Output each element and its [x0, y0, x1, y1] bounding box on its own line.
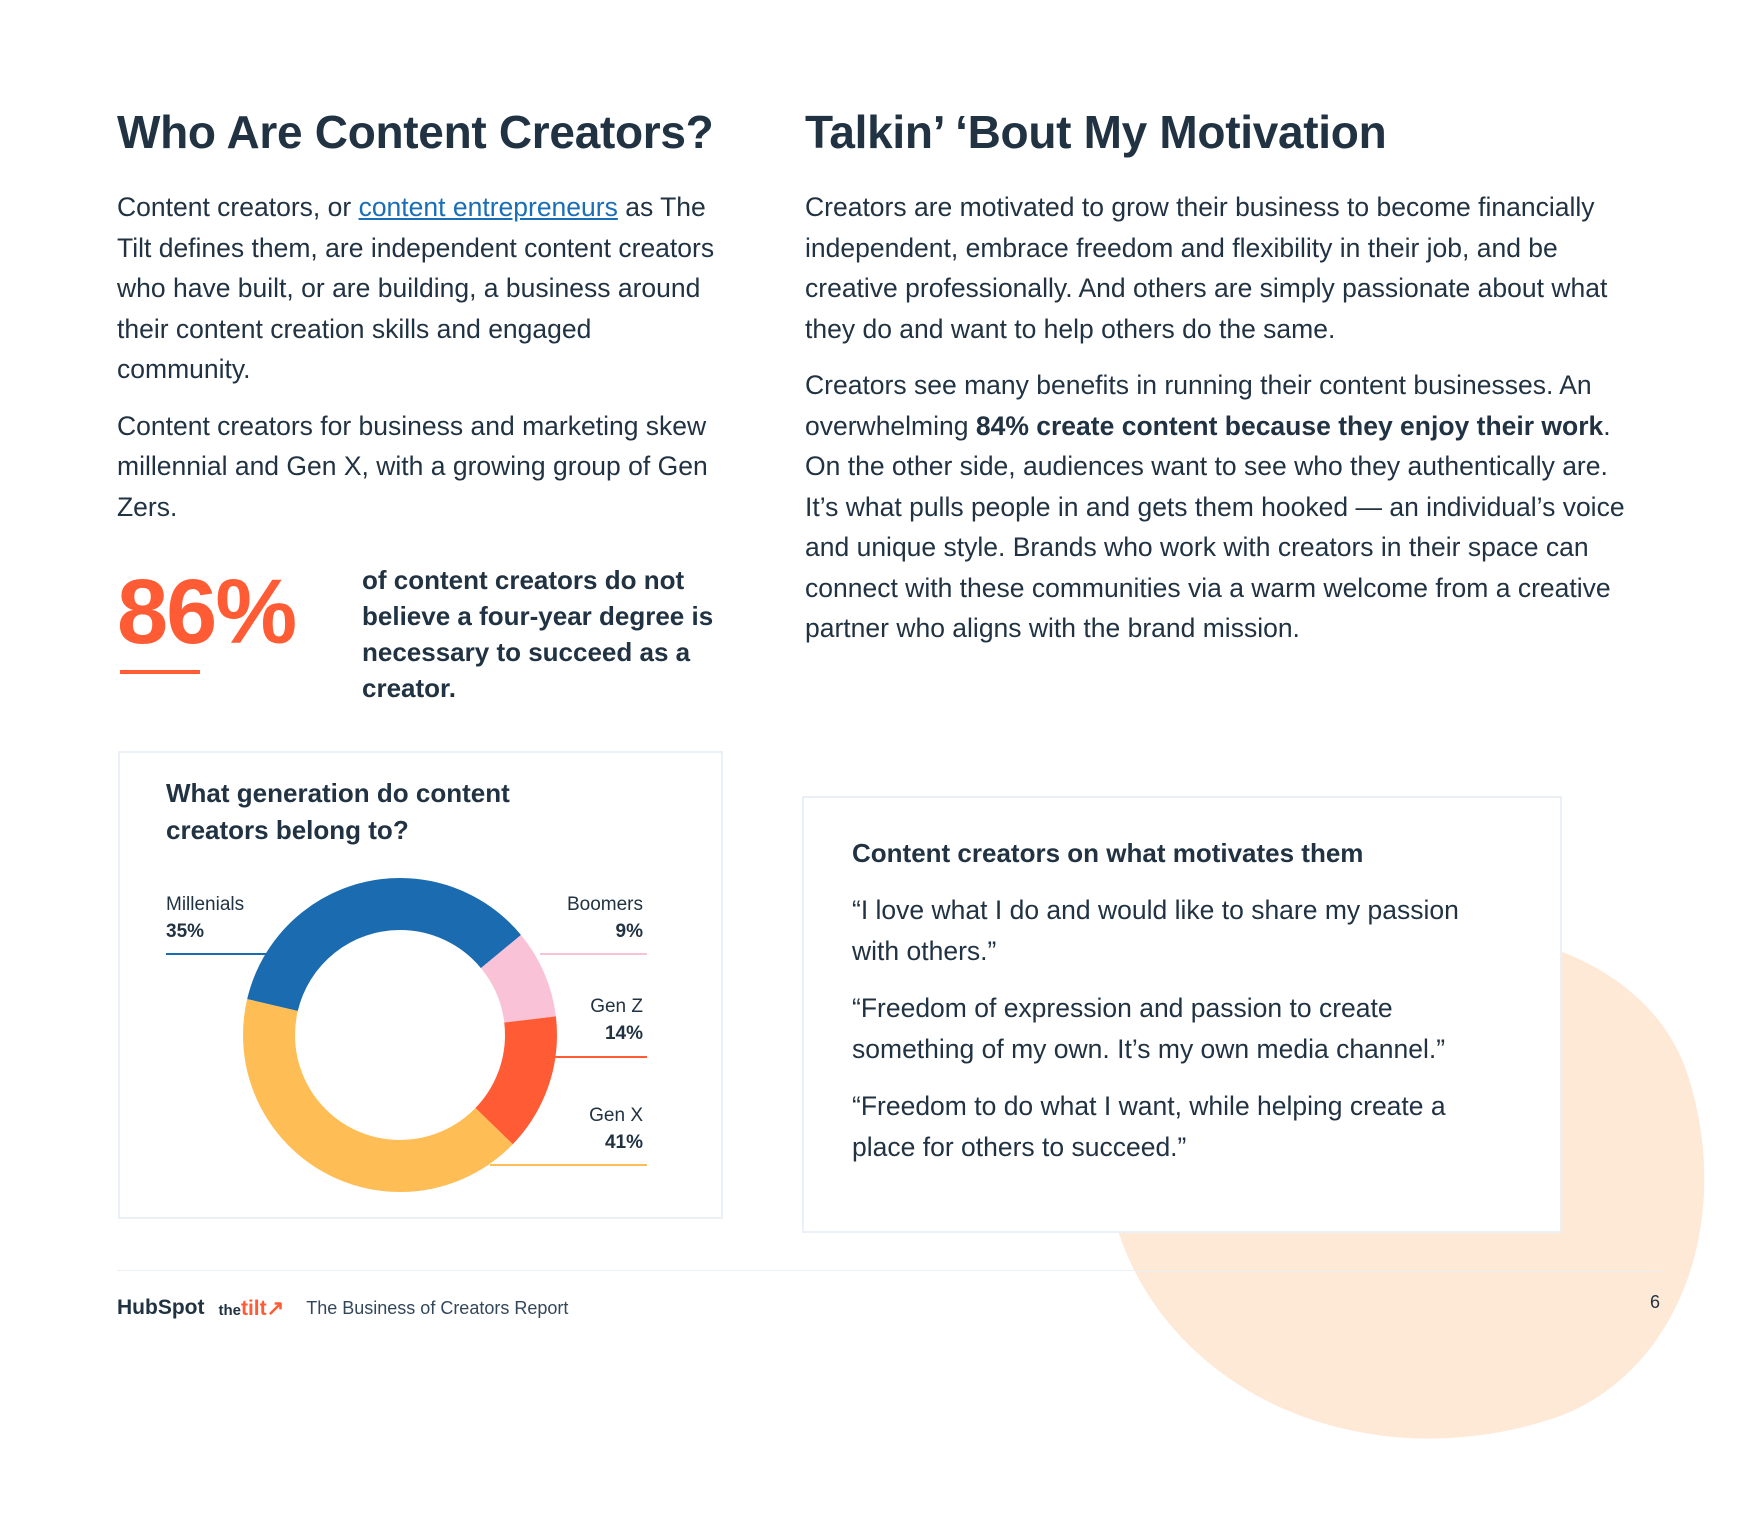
text: as The Tilt defines them, are independen… [117, 192, 715, 384]
stat-callout: 86% of content creators do not believe a… [117, 560, 737, 720]
label-name: Millenials [166, 894, 245, 915]
logo-tilt: tilt [240, 1296, 267, 1320]
page-number: 6 [1650, 1292, 1661, 1312]
leader-line [490, 1164, 647, 1166]
label-name: Gen X [589, 1105, 643, 1126]
quote-list: “I love what I do and would like to shar… [852, 890, 1512, 1184]
segment-millenials [243, 878, 557, 1192]
left-column: Who Are Content Creators? Content creato… [117, 105, 727, 543]
label-value: 35% [166, 921, 205, 942]
text: Content creators, or [117, 192, 359, 222]
donut-chart [243, 878, 557, 1192]
segment-gen-z [243, 878, 557, 1192]
left-paragraph-1: Content creators, or content entrepreneu… [117, 187, 727, 390]
label-value: 41% [604, 1132, 643, 1153]
generation-chart-card: What generation do content creators belo… [118, 751, 723, 1219]
highlight-stat: 84% create content because they enjoy th… [975, 410, 1604, 441]
left-paragraph-2: Content creators for business and market… [117, 410, 708, 522]
leader-line [550, 1056, 647, 1058]
footer-divider [117, 1270, 1662, 1271]
label-name: Gen Z [590, 996, 643, 1017]
content-entrepreneurs-link[interactable]: content entrepreneurs [358, 192, 618, 222]
arrow-up-right-icon: ↗ [266, 1296, 285, 1320]
quote-item: “I love what I do and would like to shar… [852, 895, 1459, 966]
right-column: Talkin’ ‘Bout My Motivation Creators are… [805, 105, 1635, 665]
label-name: Boomers [566, 894, 643, 915]
quote-item: “Freedom to do what I want, while helpin… [852, 1091, 1446, 1162]
label-value: 9% [615, 921, 643, 942]
text: . On the other side, audiences want to s… [805, 410, 1625, 644]
text: Creators see many benefits in running th… [805, 370, 1592, 441]
right-paragraph-2: Creators see many benefits in running th… [805, 365, 1635, 649]
segment-gen-x [243, 878, 557, 1192]
stat-value: 86% [117, 561, 297, 663]
right-title: Talkin’ ‘Bout My Motivation [805, 106, 1387, 158]
footer: HubSpot thetilt↗ The Business of Creator… [117, 1292, 568, 1324]
label-millenials: Millenials 35% [166, 891, 244, 945]
hubspot-logo: HubSpot [117, 1296, 205, 1319]
leader-line [166, 953, 266, 955]
the-tilt-logo: thetilt↗ [218, 1296, 284, 1321]
label-value: 14% [604, 1023, 643, 1044]
quote-card: Content creators on what motivates them … [802, 796, 1562, 1233]
label-boomers: Boomers 9% [567, 891, 643, 945]
quote-card-title: Content creators on what motivates them [852, 838, 1364, 868]
report-name: The Business of Creators Report [306, 1297, 569, 1318]
stat-text: of content creators do not believe a fou… [362, 565, 714, 703]
logo-the: the [218, 1301, 241, 1319]
label-gen-z: Gen Z 14% [590, 993, 643, 1047]
quote-item: “Freedom of expression and passion to cr… [852, 993, 1446, 1064]
right-paragraph-1: Creators are motivated to grow their bus… [805, 192, 1608, 344]
stat-underline [120, 670, 200, 674]
left-title: Who Are Content Creators? [117, 106, 714, 158]
leader-line [540, 953, 647, 955]
label-gen-x: Gen X 41% [589, 1102, 643, 1156]
chart-title: What generation do content creators belo… [166, 778, 510, 845]
